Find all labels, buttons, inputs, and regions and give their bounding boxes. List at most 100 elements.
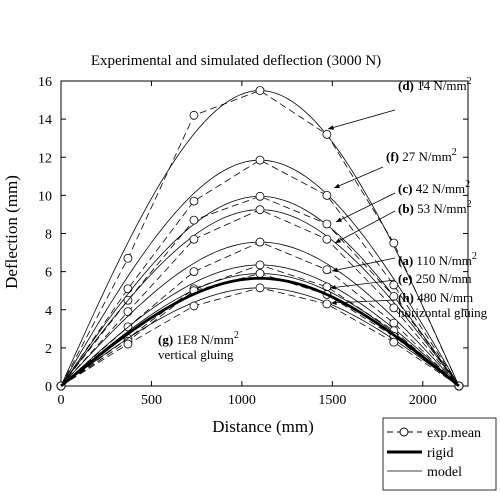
exp-mean-point [123,339,133,349]
exp-mean-point [255,283,265,293]
annotation-label-2: (c) 42 N/mm2 [398,179,470,196]
exp-mean-point [389,337,399,347]
annotation-text: 53 N/mm [414,201,467,216]
exp-mean-point [389,280,399,290]
exp-mean-point [189,301,199,311]
annotation-text: 27 N/mm [399,149,452,164]
annotation-arrow-2 [335,192,396,223]
annotation-key: (g) [158,332,173,347]
annotation-arrowhead-0 [328,125,334,130]
legend-rigid-label: rigid [427,446,453,461]
exp-mean-point [189,110,199,120]
exp-mean-point [322,190,332,200]
annotation-superscript: 2 [234,330,239,341]
y-tick-label: 14 [38,113,52,128]
annotation-text: 14 N/mm [414,78,467,93]
exp-mean-point [389,318,399,328]
exp-mean-point [255,191,265,201]
exp-mean-point [255,205,265,215]
x-tick-label: 0 [58,393,65,408]
annotation-arrow-1 [333,166,384,189]
annotation-arrowhead-1 [334,183,340,188]
annotation-label-5: (e) 250 N/mm [398,271,472,286]
annotation-arrowhead-5 [330,285,336,290]
annotation-key: (e) [398,271,412,286]
annotation-arrow-0 [327,109,396,130]
y-tick-label: 16 [38,75,52,90]
exp-mean-point [322,299,332,309]
exp-mean-point [189,267,199,277]
annotation-text: 1E8 N/mm [173,332,234,347]
rigid-curve [60,276,460,388]
y-tick-label: 2 [45,342,52,357]
annotation-label-7: (g) 1E8 N/mm2 [158,330,239,347]
exp-mean-point [255,269,265,278]
series-layer [56,86,464,391]
annotation-arrow-3 [334,210,396,244]
annotation-superscript: 2 [465,179,470,190]
x-tick-label: 2000 [409,393,437,408]
annotation-key: (h) [398,290,414,305]
exp-mean-point [123,284,133,294]
exp-mean-point [123,307,133,317]
annotation-superscript: 2 [467,199,472,210]
y-tick-label: 10 [38,189,52,204]
exp-mean-point [322,282,332,292]
annotation-arrow-4 [331,257,396,272]
annotation-layer: (d) 14 N/mm2(f) 27 N/mm2(c) 42 N/mm2(b) … [158,76,488,362]
exp-mean-point [189,215,199,225]
y-tick-label: 8 [45,228,52,243]
exp-mean-point [389,303,399,313]
annotation-arrow-6 [330,299,396,304]
chart-title: Experimental and simulated deflection (3… [91,53,381,69]
annotation-key: (a) [398,253,413,268]
exp-mean-point [322,265,332,275]
y-tick-label: 12 [38,151,52,166]
annotation-key: (b) [398,201,414,216]
exp-mean-point [255,86,265,95]
exp-mean-point [189,196,199,206]
annotation-key: (c) [398,181,412,196]
annotation-label-4: (a) 110 N/mm2 [398,251,477,268]
annotation-superscript: 2 [452,147,457,158]
annotation-label-6: (h) 480 N/mm [398,290,473,305]
annotation-label-3: (b) 53 N/mm2 [398,199,472,216]
annotation-arrow-5 [329,279,396,289]
y-axis-title: Deflection (mm) [2,175,21,289]
annotation-line2-7: vertical gluing [158,347,234,362]
annotation-superscript: 2 [467,76,472,87]
annotation-text: 110 N/mm [413,253,472,268]
annotation-key: (f) [386,149,399,164]
legend: exp.mean rigid model [382,417,497,491]
x-tick-label: 1000 [228,393,256,408]
annotation-text: 480 N/mm [414,290,473,305]
exp-mean-point [322,234,332,244]
legend-exp-marker [399,427,409,437]
annotation-label-0: (d) 14 N/mm2 [398,76,472,93]
x-tick-label: 500 [141,393,162,408]
annotation-arrowhead-3 [335,238,341,243]
exp-mean-point [389,238,399,248]
annotation-arrowhead-2 [336,217,342,222]
annotation-key: (d) [398,78,414,93]
annotation-text: 42 N/mm [412,181,465,196]
y-tick-label: 4 [45,304,52,319]
axis-ticks: 0 500 1000 1500 2000 0 2 4 6 8 10 12 14 16 [38,75,468,408]
annotation-arrowhead-4 [332,267,338,273]
annotation-line2-6: horizontal gluing [398,305,488,320]
legend-exp-label: exp.mean [427,426,481,441]
exp-mean-point [255,155,265,165]
exp-mean-point [255,237,265,247]
exp-mean-point [189,234,199,244]
x-tick-label: 1500 [318,393,346,408]
exp-mean-point [255,260,265,270]
exp-mean-point [322,219,332,229]
y-tick-label: 0 [45,380,52,395]
exp-mean-point [322,129,332,139]
annotation-superscript: 2 [472,251,477,262]
annotation-label-1: (f) 27 N/mm2 [386,147,457,164]
annotation-arrowhead-6 [331,300,337,306]
exp-mean-point [123,253,133,263]
annotation-text: 250 N/mm [412,271,471,286]
